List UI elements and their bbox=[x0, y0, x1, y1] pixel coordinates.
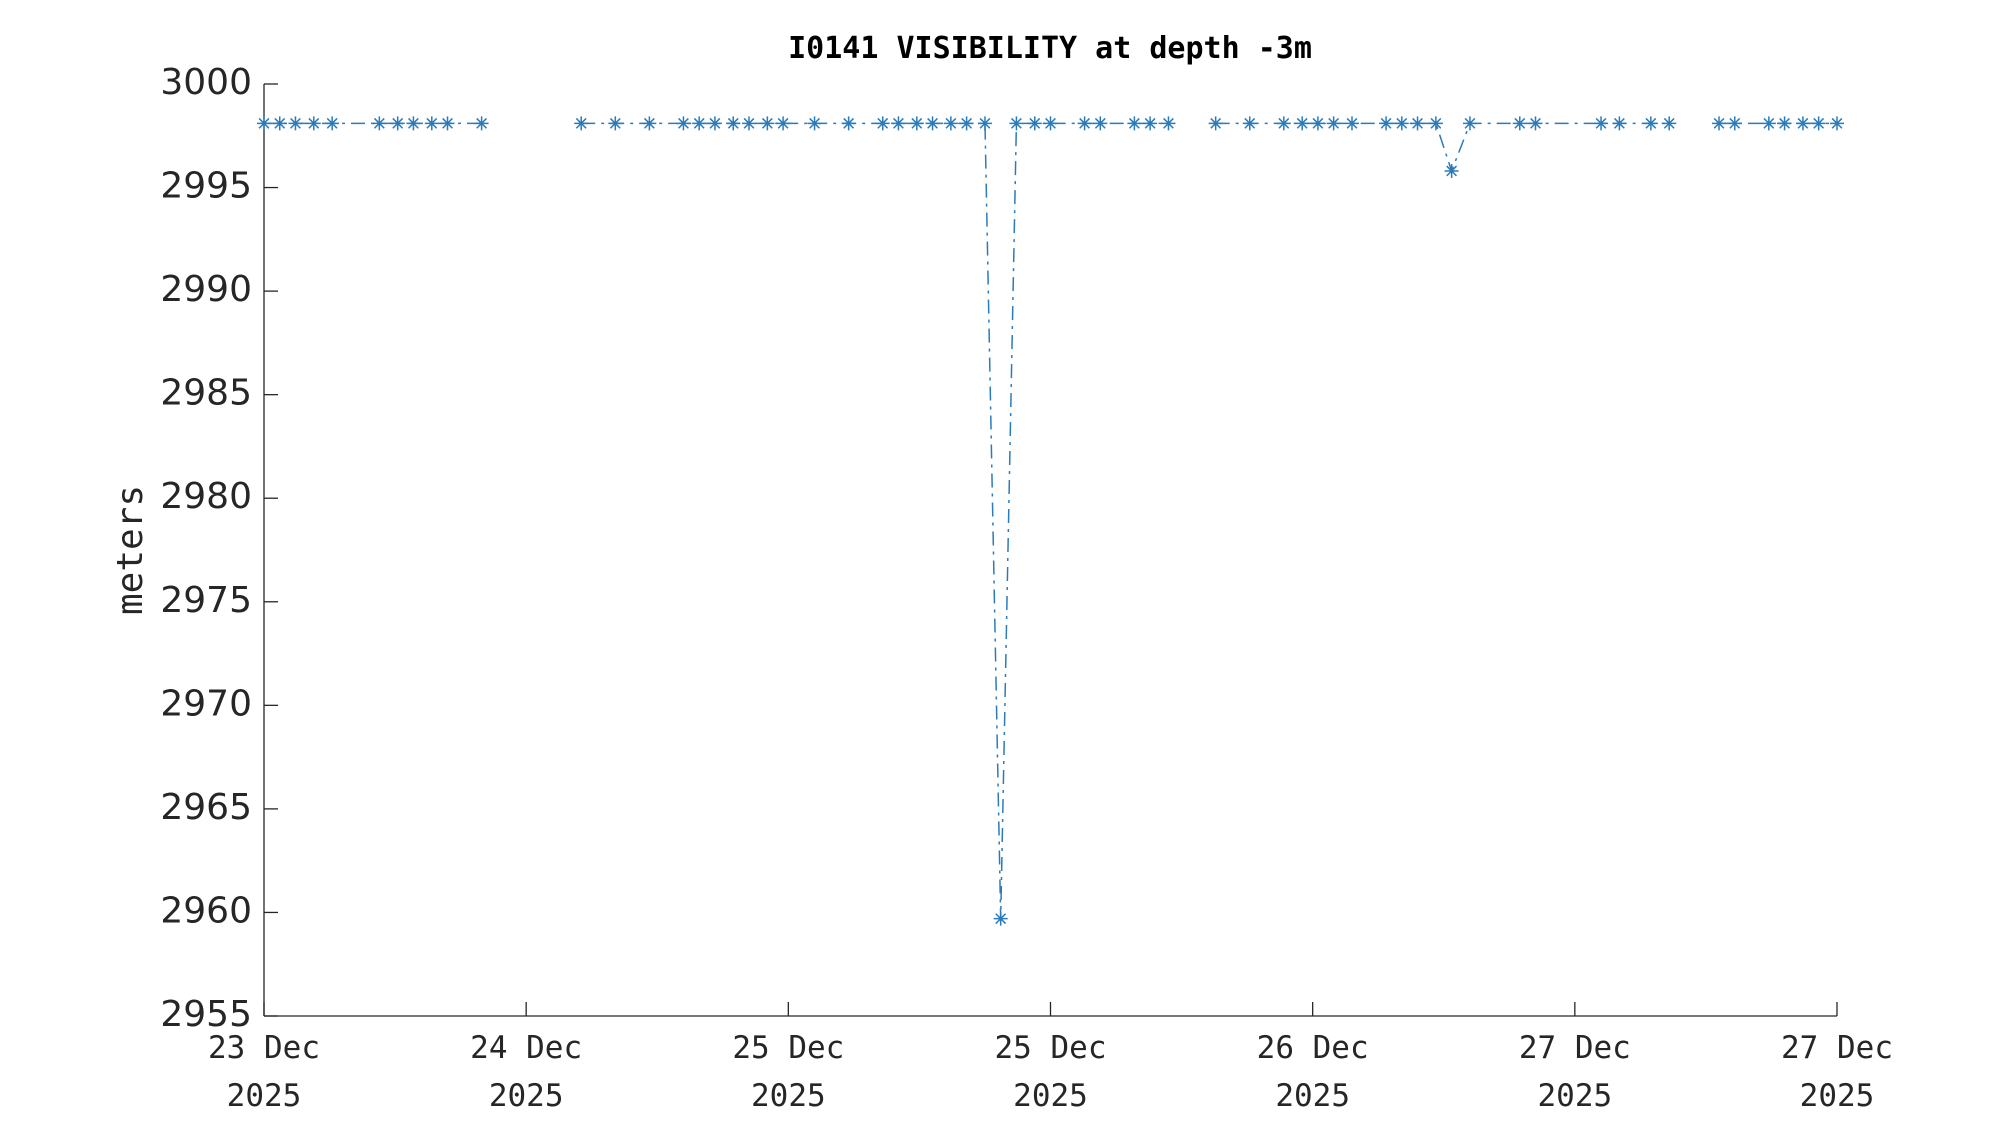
marker bbox=[959, 116, 974, 131]
marker bbox=[1811, 116, 1826, 131]
marker bbox=[1276, 116, 1291, 131]
marker bbox=[707, 116, 722, 131]
marker bbox=[776, 116, 791, 131]
x-tick-label: 27 Dec 2025 bbox=[1518, 1030, 1631, 1114]
x-tick-label: 25 Dec 2025 bbox=[994, 1030, 1107, 1114]
series-line bbox=[264, 122, 1837, 919]
marker bbox=[1830, 116, 1844, 131]
marker bbox=[1761, 116, 1776, 131]
marker bbox=[977, 116, 992, 131]
marker bbox=[1127, 116, 1142, 131]
marker bbox=[1594, 116, 1609, 131]
marker bbox=[760, 116, 775, 131]
marker bbox=[943, 116, 958, 131]
y-tick-label: 3000 bbox=[160, 62, 252, 103]
marker bbox=[1528, 116, 1543, 131]
marker bbox=[642, 116, 657, 131]
marker bbox=[440, 116, 455, 131]
marker bbox=[993, 911, 1008, 926]
y-tick-label: 2980 bbox=[160, 476, 252, 517]
marker bbox=[1143, 116, 1158, 131]
marker bbox=[1712, 116, 1727, 131]
marker bbox=[1444, 163, 1459, 178]
marker bbox=[1009, 116, 1024, 131]
marker bbox=[1043, 116, 1058, 131]
marker bbox=[807, 116, 822, 131]
marker bbox=[1027, 116, 1042, 131]
y-tick-label: 2975 bbox=[160, 580, 252, 621]
marker bbox=[1512, 116, 1527, 131]
marker bbox=[574, 116, 589, 131]
marker bbox=[288, 116, 303, 131]
marker bbox=[1093, 116, 1108, 131]
marker bbox=[257, 116, 271, 131]
marker bbox=[272, 116, 287, 131]
marker bbox=[306, 116, 321, 131]
x-tick-label: 25 Dec 2025 bbox=[732, 1030, 845, 1114]
marker bbox=[474, 116, 489, 131]
y-tick-label: 2970 bbox=[160, 683, 252, 724]
chart-title: I0141 VISIBILITY at depth -3m bbox=[788, 31, 1312, 66]
x-tick-label: 23 Dec 2025 bbox=[208, 1030, 320, 1114]
marker bbox=[1428, 116, 1443, 131]
marker bbox=[1462, 116, 1477, 131]
marker bbox=[1612, 116, 1627, 131]
marker bbox=[608, 116, 623, 131]
marker bbox=[1242, 116, 1257, 131]
y-tick-label: 2955 bbox=[160, 994, 252, 1035]
marker bbox=[1077, 116, 1092, 131]
marker bbox=[1310, 116, 1325, 131]
marker bbox=[1410, 116, 1425, 131]
marker bbox=[891, 116, 906, 131]
marker bbox=[1344, 116, 1359, 131]
marker bbox=[1295, 116, 1310, 131]
y-axis-label: meters bbox=[110, 485, 151, 615]
marker bbox=[742, 116, 757, 131]
marker bbox=[1379, 116, 1394, 131]
y-tick-label: 2985 bbox=[160, 373, 252, 414]
marker bbox=[372, 116, 387, 131]
x-tick-label: 26 Dec 2025 bbox=[1256, 1030, 1369, 1114]
marker bbox=[325, 116, 340, 131]
marker bbox=[676, 116, 691, 131]
marker bbox=[875, 116, 890, 131]
marker bbox=[1161, 116, 1176, 131]
marker bbox=[909, 116, 924, 131]
marker bbox=[841, 116, 856, 131]
marker bbox=[1326, 116, 1341, 131]
marker bbox=[692, 116, 707, 131]
marker bbox=[925, 116, 940, 131]
marker bbox=[390, 116, 405, 131]
marker bbox=[1795, 116, 1810, 131]
marker bbox=[1208, 116, 1223, 131]
y-tick-label: 2960 bbox=[160, 890, 252, 931]
y-tick-label: 2995 bbox=[160, 166, 252, 207]
y-tick-label: 2990 bbox=[160, 269, 252, 310]
marker bbox=[406, 116, 421, 131]
marker bbox=[1727, 116, 1742, 131]
marker bbox=[424, 116, 439, 131]
marker bbox=[726, 116, 741, 131]
marker bbox=[1643, 116, 1658, 131]
marker bbox=[1777, 116, 1792, 131]
x-tick-label: 27 Dec 2025 bbox=[1781, 1030, 1893, 1114]
y-tick-label: 2965 bbox=[160, 787, 252, 828]
marker bbox=[1662, 116, 1677, 131]
marker bbox=[1394, 116, 1409, 131]
x-tick-label: 24 Dec 2025 bbox=[470, 1030, 583, 1114]
